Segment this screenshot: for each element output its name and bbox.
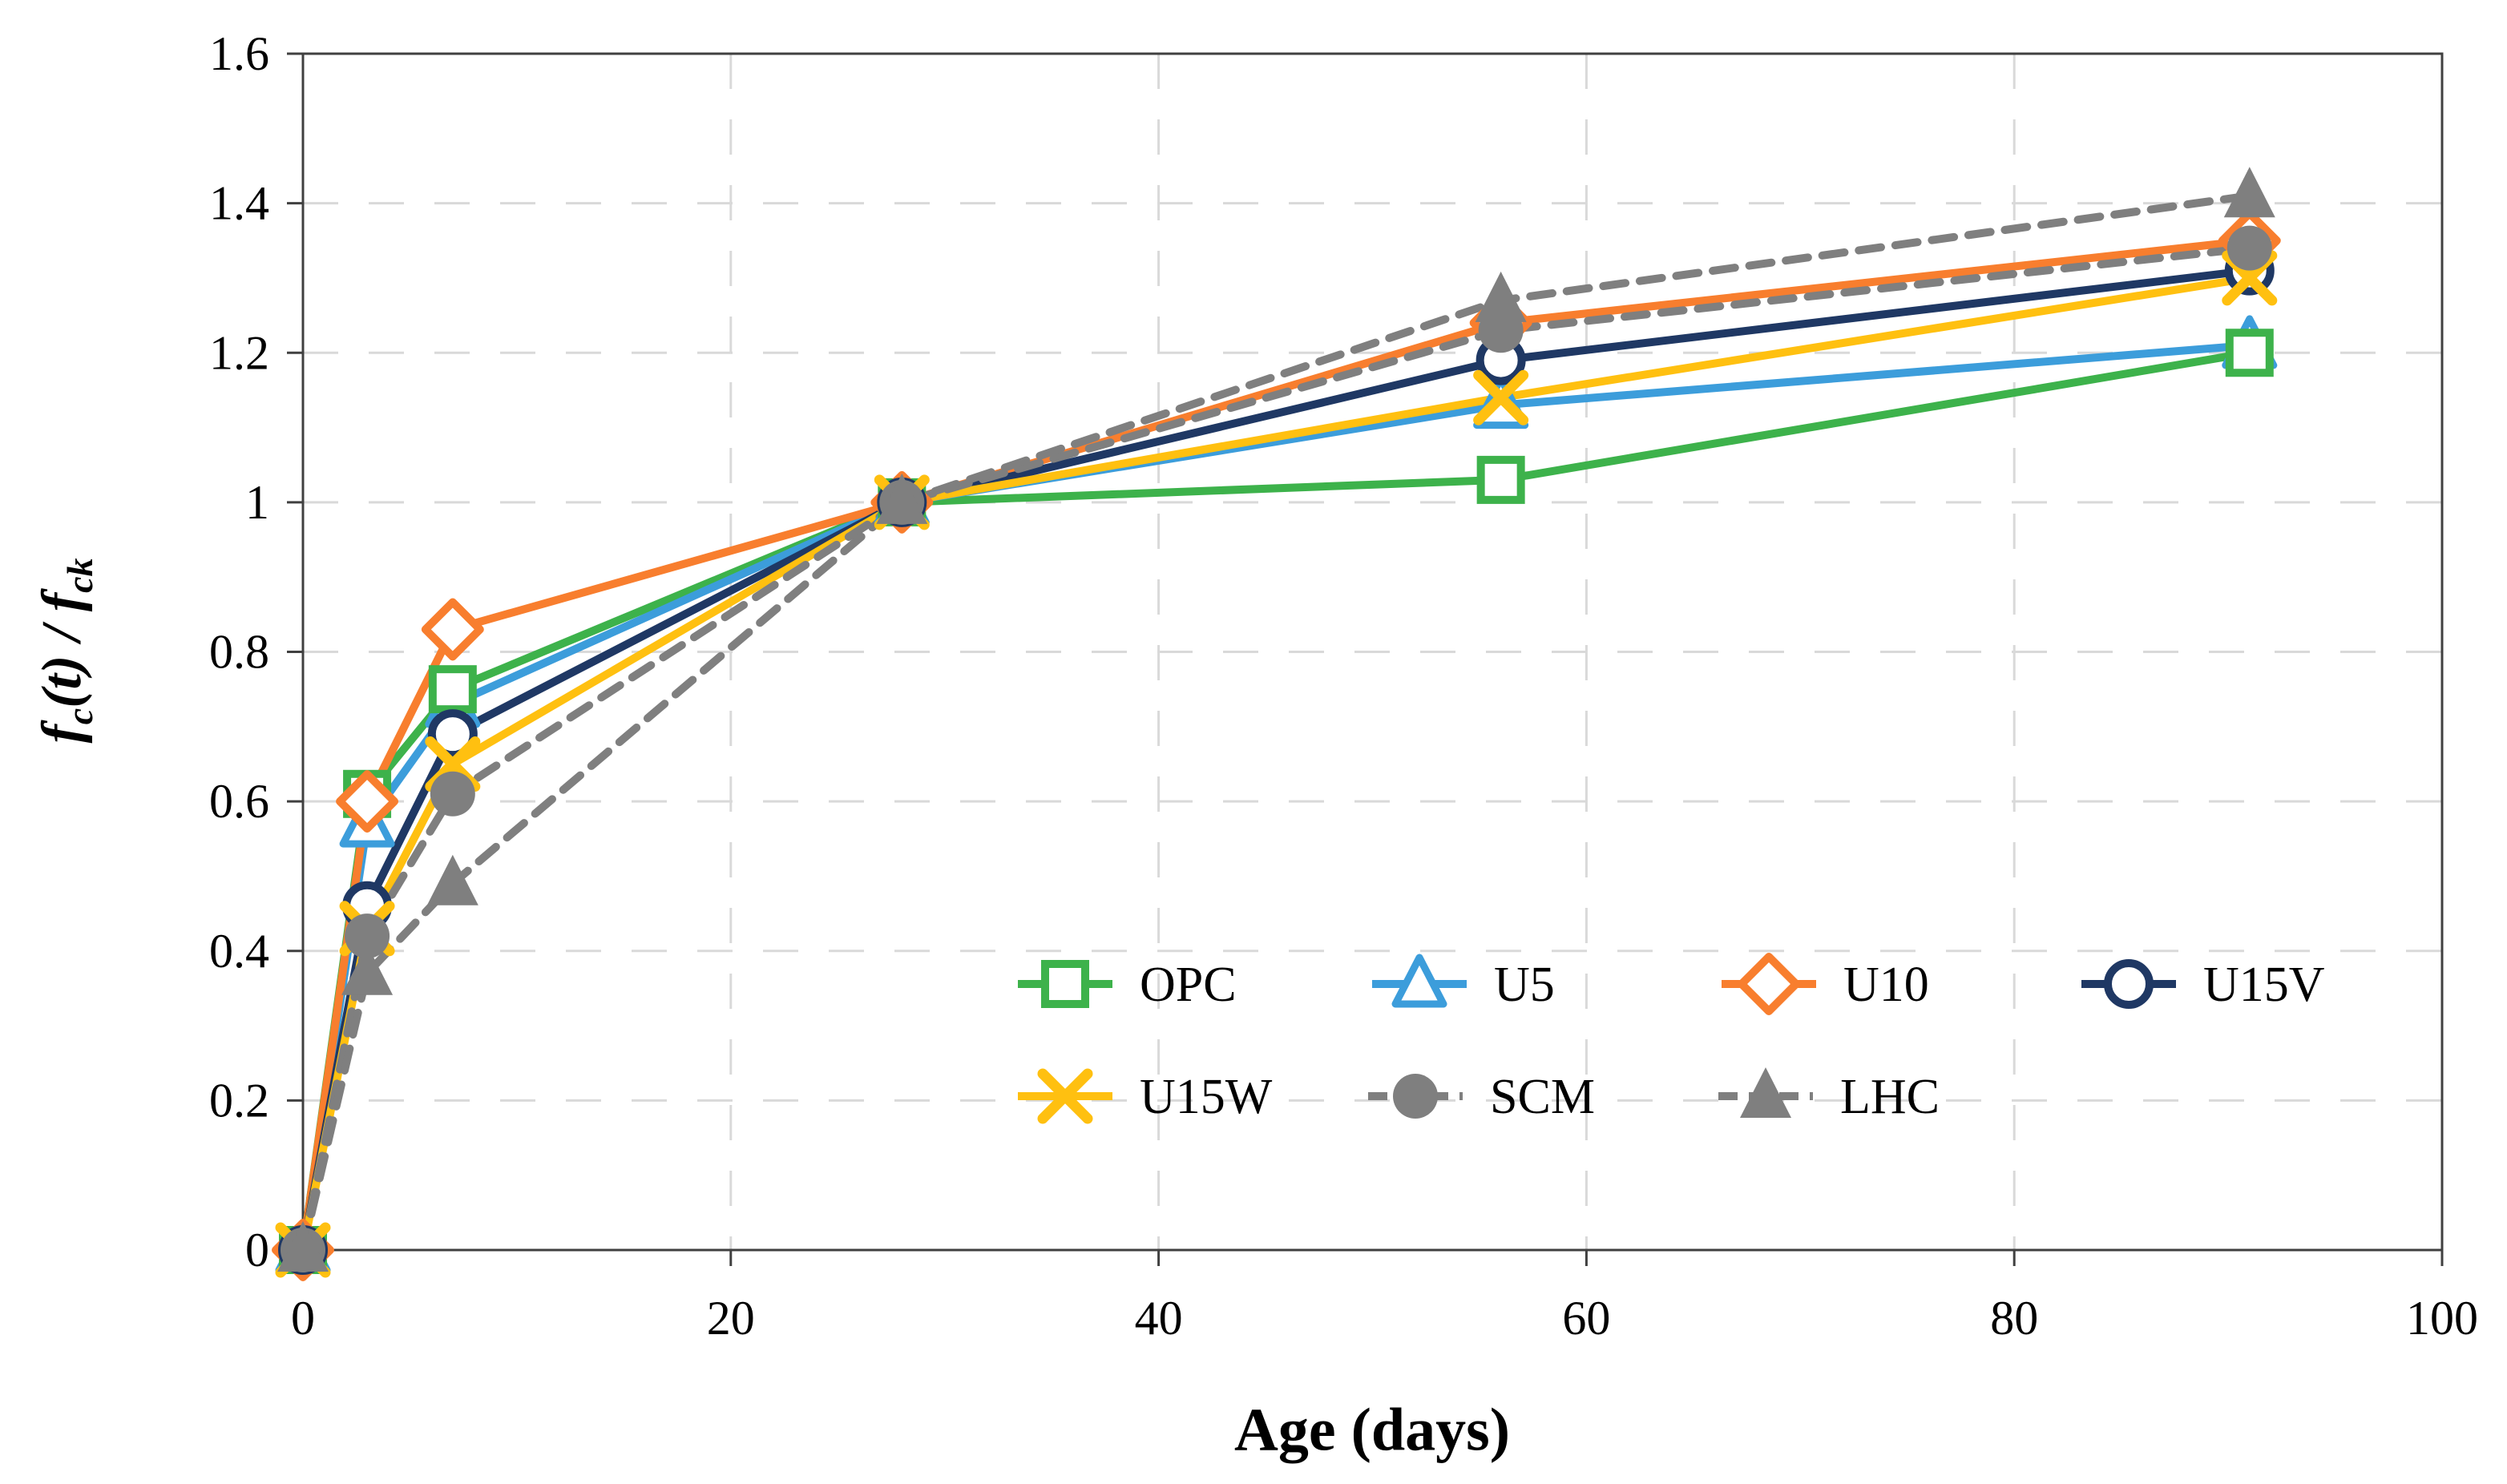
series-line-U10 bbox=[299, 236, 2254, 1254]
marker-diamond-open bbox=[336, 770, 399, 833]
marker-triangle-filled bbox=[1740, 1067, 1791, 1118]
y-tick-label: 0.8 bbox=[209, 626, 269, 679]
y-tick-label: 1 bbox=[245, 476, 269, 529]
marker-triangle-filled bbox=[426, 854, 478, 905]
marker-circle-filled bbox=[430, 771, 475, 817]
series-line-LHC bbox=[299, 192, 2254, 1254]
gridlines bbox=[303, 52, 2442, 1250]
marker-diamond-open bbox=[1738, 953, 1800, 1015]
legend-label: U15V bbox=[2203, 958, 2325, 1012]
y-tick-label: 1.2 bbox=[209, 326, 269, 379]
legend: OPC U5 U10 U15V U15W SCM LHC bbox=[1018, 953, 2325, 1124]
legend-item-U15V: U15V bbox=[2081, 958, 2325, 1012]
marker-x bbox=[1473, 369, 1529, 425]
legend-item-LHC: LHC bbox=[1718, 1067, 1940, 1124]
y-axis-title-part: f bbox=[31, 724, 93, 744]
marker-diamond-open bbox=[421, 598, 484, 661]
marker-square-open bbox=[2225, 329, 2274, 377]
x-tick-label: 20 bbox=[707, 1292, 755, 1345]
legend-label: U10 bbox=[1843, 958, 1929, 1012]
x-axis-title: Age (days) bbox=[1233, 1396, 1511, 1464]
x-tick-label: 80 bbox=[1990, 1292, 2038, 1345]
markers-U5 bbox=[275, 315, 2278, 1274]
series-markers bbox=[272, 167, 2281, 1281]
marker-triangle-filled bbox=[2223, 167, 2275, 218]
axis-ticks bbox=[287, 52, 2444, 1266]
markers-SCM bbox=[281, 225, 2272, 1272]
y-tick-label: 0.4 bbox=[209, 925, 269, 978]
y-axis-title-subscript: c bbox=[59, 708, 100, 725]
y-axis-title: fc(t) / fck bbox=[30, 559, 101, 744]
marker-triangle-filled bbox=[876, 473, 928, 524]
x-tick-label: 40 bbox=[1135, 1292, 1183, 1345]
legend-label: SCM bbox=[1490, 1070, 1595, 1124]
legend-label: OPC bbox=[1140, 958, 1237, 1012]
markers-U15W bbox=[275, 250, 2278, 1278]
marker-triangle-open bbox=[1391, 954, 1447, 1008]
legend-item-U5: U5 bbox=[1372, 954, 1555, 1012]
y-axis-title-part: (t) / bbox=[31, 611, 93, 708]
y-tick-label: 1.4 bbox=[209, 177, 269, 230]
legend-item-U10: U10 bbox=[1722, 953, 1929, 1015]
series-line-U5 bbox=[299, 341, 2254, 1254]
y-tick-label: 0.2 bbox=[209, 1074, 269, 1127]
tick-labels: 0 20 40 60 80 100 0 0.2 0.4 0.6 0.8 1 1.2 1.4 1.6 bbox=[209, 27, 2478, 1345]
markers-U10 bbox=[272, 209, 2281, 1281]
x-tick-label: 60 bbox=[1562, 1292, 1610, 1345]
marker-circle-open bbox=[427, 709, 478, 760]
markers-LHC bbox=[277, 167, 2275, 1272]
marker-circle-filled bbox=[1393, 1074, 1438, 1119]
marker-circle-open bbox=[2104, 959, 2154, 1009]
legend-label: LHC bbox=[1840, 1070, 1940, 1124]
marker-triangle-filled bbox=[277, 1221, 329, 1272]
marker-circle-filled bbox=[2226, 225, 2272, 271]
marker-triangle-filled bbox=[1475, 271, 1527, 322]
legend-label: U5 bbox=[1494, 958, 1555, 1012]
y-axis-title-part: f bbox=[31, 592, 93, 612]
legend-label: U15W bbox=[1140, 1070, 1273, 1124]
marker-circle-filled bbox=[345, 913, 390, 959]
marker-square-open bbox=[1476, 455, 1525, 504]
marker-x bbox=[1037, 1068, 1093, 1124]
x-tick-label: 0 bbox=[291, 1292, 315, 1345]
marker-square-open bbox=[1041, 960, 1089, 1008]
legend-item-U15W: U15W bbox=[1018, 1068, 1273, 1124]
y-tick-label: 0 bbox=[245, 1224, 269, 1276]
marker-triangle-filled bbox=[341, 944, 394, 995]
legend-item-OPC: OPC bbox=[1018, 958, 1237, 1012]
y-tick-label: 1.6 bbox=[209, 27, 269, 80]
marker-square-open bbox=[428, 665, 477, 714]
y-axis-title-subscript: ck bbox=[59, 558, 100, 593]
x-tick-label: 100 bbox=[2406, 1292, 2478, 1345]
y-tick-label: 0.6 bbox=[209, 775, 269, 828]
legend-item-SCM: SCM bbox=[1368, 1070, 1595, 1124]
